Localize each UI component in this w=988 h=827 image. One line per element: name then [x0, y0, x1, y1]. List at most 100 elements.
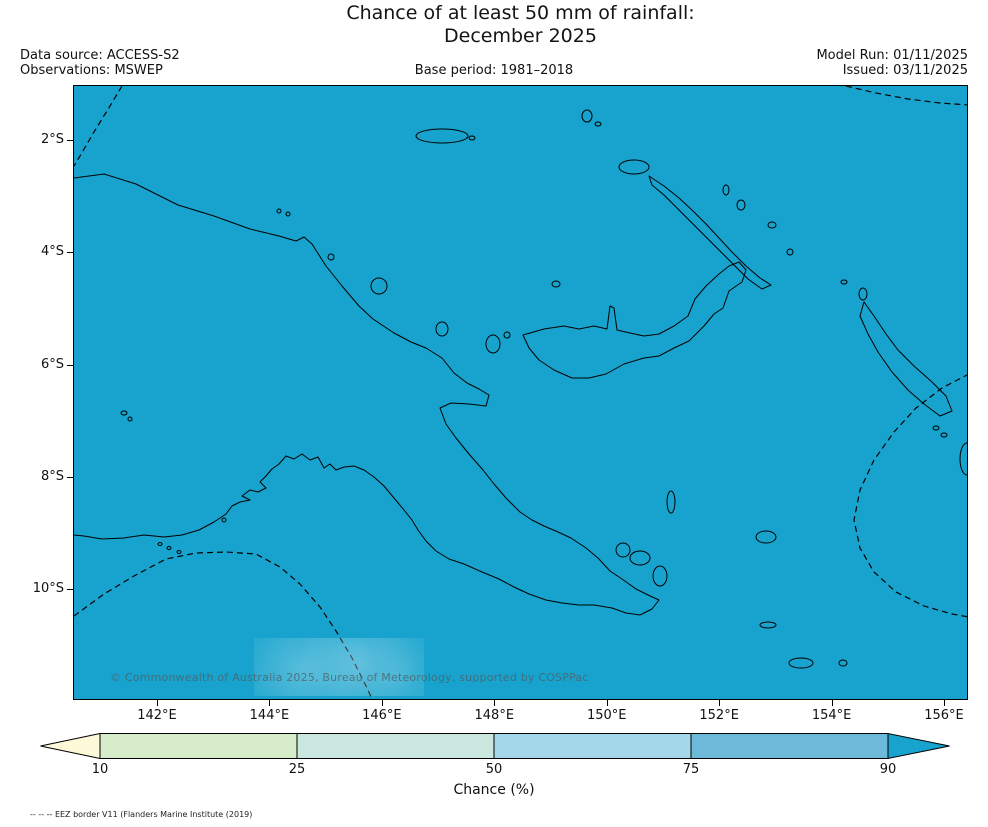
eez-footnote: -- -- -- EEZ border V11 (Flanders Marine… [30, 810, 253, 819]
data-source-label: Data source: ACCESS-S2 [20, 48, 180, 63]
colorbar-segment [100, 733, 297, 759]
coast-new-ireland [648, 175, 772, 290]
colorbar-tick-label: 10 [91, 762, 109, 777]
island-fergusson [629, 550, 651, 566]
title-line-1: Chance of at least 50 mm of rainfall: [346, 2, 695, 24]
x-tick-label: 154°E [811, 708, 852, 723]
island-schouten-2 [285, 211, 291, 217]
island-lihir [736, 199, 746, 211]
x-tick-label: 144°E [249, 708, 290, 723]
x-tick-mark [494, 700, 496, 706]
island-manam [327, 253, 335, 261]
island-schouten-1 [276, 208, 282, 214]
island-daru [221, 517, 227, 523]
colorbar-tick-label: 75 [682, 762, 700, 777]
island-los-negros [468, 135, 476, 141]
y-tick-label: 10°S [32, 581, 64, 596]
y-tick-mark [67, 364, 73, 366]
island-west-1 [120, 410, 128, 416]
copyright-watermark: © Commonwealth of Australia 2025, Bureau… [110, 671, 589, 684]
x-tick-mark [831, 700, 833, 706]
y-tick-label: 6°S [40, 356, 64, 372]
x-tick-mark [944, 700, 945, 706]
issued-label: Issued: 03/11/2025 [842, 63, 968, 78]
y-tick-mark [67, 589, 73, 590]
header-left: Data source: ACCESS-S2 Observations: MSW… [20, 48, 180, 78]
eez-border-southeast [853, 374, 967, 618]
coast-mainland [74, 173, 660, 616]
coastlines-svg [74, 86, 967, 699]
island-feni [786, 248, 794, 256]
x-tick-mark [606, 700, 608, 706]
island-goodenough [615, 542, 631, 558]
island-tabar [722, 184, 730, 196]
island-choiseul-edge [959, 442, 967, 476]
island-tanga [767, 221, 777, 229]
island-nissan [840, 279, 848, 285]
island-sakar [503, 331, 511, 339]
island-new-hanover [618, 159, 650, 175]
y-tick-mark [67, 140, 73, 141]
map-area: © Commonwealth of Australia 2025, Bureau… [73, 85, 968, 700]
base-period-label: Base period: 1981–2018 [414, 63, 574, 78]
x-tick-mark [269, 700, 271, 706]
x-tick-mark [719, 700, 721, 706]
coastline-group [74, 109, 967, 669]
eez-border-northeast [845, 86, 967, 106]
colorbar-label: Chance (%) [453, 782, 535, 798]
page-title: Chance of at least 50 mm of rainfall: De… [73, 2, 968, 48]
x-tick-label: 148°E [474, 708, 515, 723]
y-tick-label: 2°S [40, 132, 64, 147]
island-mussau [581, 109, 593, 123]
island-west-2 [127, 416, 133, 422]
island-misima [759, 621, 777, 629]
x-tick-label: 150°E [586, 708, 627, 723]
island-torres-1 [166, 546, 172, 550]
colorbar-arrow-right [888, 733, 950, 759]
coast-bougainville [859, 301, 953, 417]
observations-label: Observations: MSWEP [20, 63, 163, 78]
eez-border-group [74, 86, 967, 699]
island-rossel [838, 659, 848, 667]
colorbar-segment [691, 733, 888, 759]
island-tagula [788, 657, 814, 669]
colorbar-segment [297, 733, 494, 759]
colorbar-arrow-left [40, 733, 100, 759]
island-karkar [370, 277, 388, 295]
island-witu [551, 280, 561, 288]
island-buka [858, 287, 868, 301]
y-tick-mark [67, 476, 73, 478]
x-tick-mark [157, 700, 158, 706]
island-long [435, 321, 449, 337]
colorbar-segment [494, 733, 691, 759]
island-shortland-2 [940, 432, 948, 438]
colorbar-tick-label: 90 [879, 762, 897, 777]
colorbar-svg [40, 733, 950, 759]
cosppac-logo-watermark [254, 638, 424, 696]
eez-border-northwest [74, 86, 123, 167]
island-manus [415, 128, 469, 144]
y-tick-label: 8°S [40, 468, 64, 484]
island-shortland-1 [932, 425, 940, 431]
colorbar-tick-label: 25 [288, 762, 306, 777]
y-tick-label: 4°S [40, 244, 64, 260]
x-tick-label: 152°E [699, 708, 739, 723]
island-kiriwina [666, 490, 676, 514]
x-tick-mark [381, 700, 383, 706]
x-tick-label: 142°E [137, 708, 177, 723]
colorbar-outline [40, 733, 950, 759]
island-emirau [594, 121, 602, 127]
island-umboi [485, 334, 501, 354]
island-normanby [652, 565, 668, 587]
y-tick-mark [67, 252, 73, 254]
model-run-label: Model Run: 01/11/2025 [816, 48, 968, 63]
island-torres-2 [176, 550, 182, 554]
x-tick-label: 156°E [924, 708, 964, 723]
x-tick-label: 146°E [362, 708, 402, 723]
eez-border-southwest [74, 551, 373, 699]
island-torres-3 [157, 542, 163, 546]
island-woodlark [755, 530, 777, 544]
title-line-2: December 2025 [444, 25, 597, 47]
coast-new-britain [522, 261, 747, 379]
